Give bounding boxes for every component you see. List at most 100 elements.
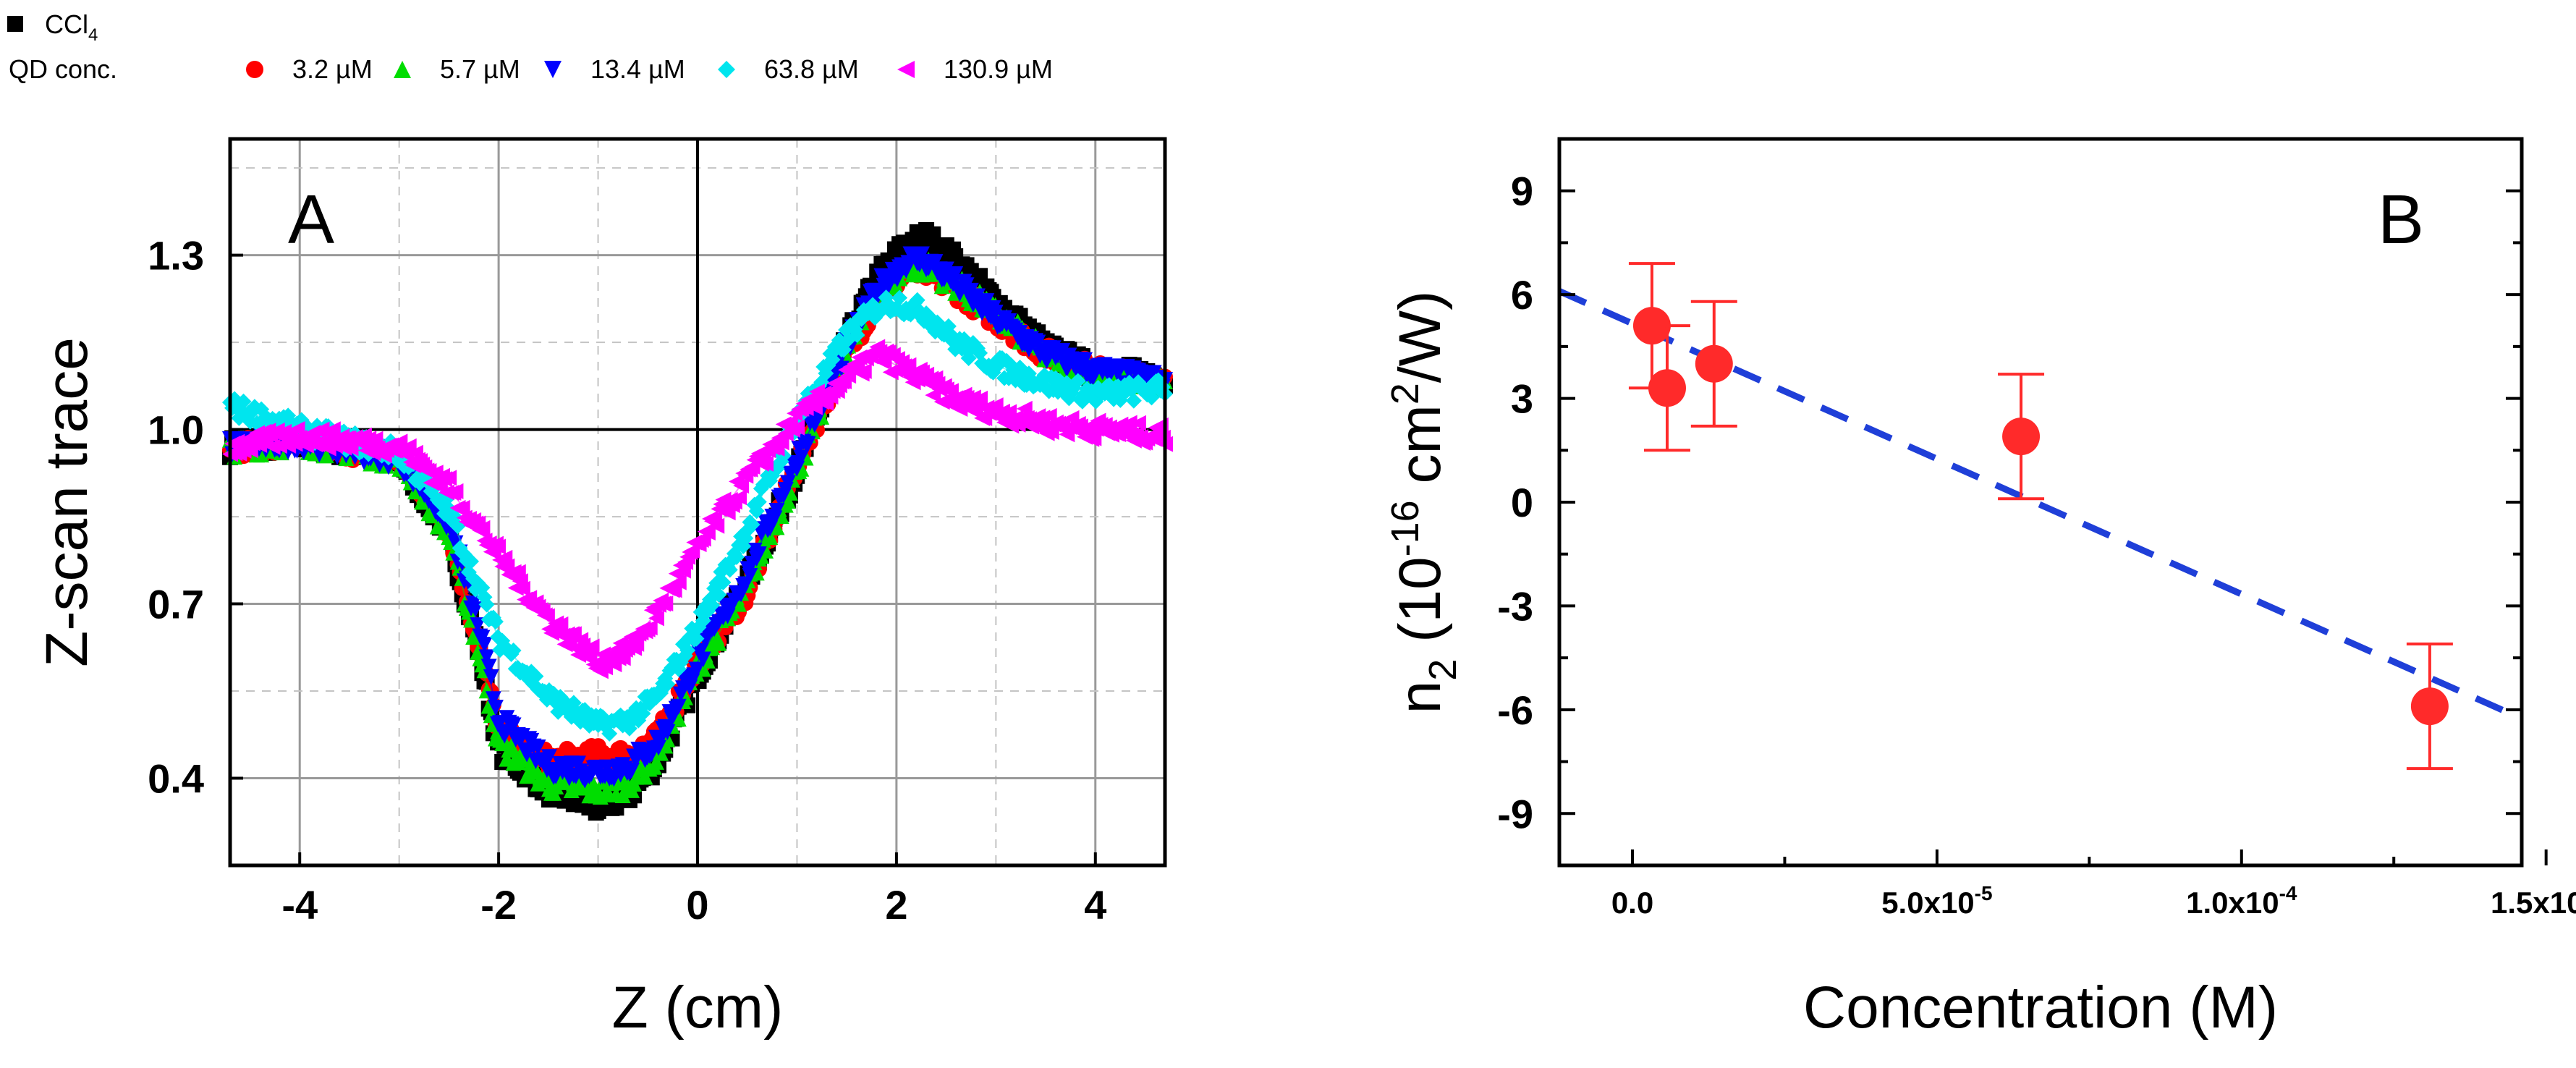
legend-label-c134: 13.4 µM (590, 54, 685, 84)
panel-b-ylabel: n2 (10-16 cm2/W) (1384, 291, 1465, 714)
data-point (773, 434, 789, 451)
data-point (891, 289, 908, 306)
data-point (851, 349, 868, 365)
data-point (1648, 369, 1686, 407)
data-point (704, 597, 721, 614)
data-point (2410, 687, 2449, 726)
data-point (762, 529, 779, 546)
data-point (670, 698, 687, 715)
data-point (779, 492, 796, 509)
x-tick-label: 4 (1084, 882, 1106, 928)
data-point (972, 344, 988, 361)
panel-b-data (1628, 262, 2453, 771)
legend-label-ccl4: CCl4 (45, 9, 98, 45)
data-point (913, 246, 930, 263)
panel-b-label: B (2378, 181, 2424, 258)
data-point (624, 762, 640, 779)
data-point (503, 738, 520, 755)
data-point (641, 619, 658, 636)
errorbar-point (1643, 324, 1690, 452)
panel-a-reference-lines (230, 139, 1165, 865)
legend-marker-c1309 (897, 61, 915, 78)
data-point (487, 700, 504, 716)
data-point (972, 390, 988, 407)
data-point (583, 638, 600, 655)
y-tick-label: -6 (1497, 687, 1533, 733)
data-point (758, 455, 774, 472)
data-point (474, 520, 491, 536)
legend-label-c57: 5.7 µM (440, 54, 520, 84)
data-point (628, 635, 645, 652)
data-point (528, 668, 544, 685)
data-point (1695, 344, 1733, 383)
data-point (699, 524, 716, 541)
data-point (1054, 343, 1071, 360)
panel-a-data (222, 221, 1173, 821)
panel-b-xlabel: Concentration (M) (1803, 975, 2278, 1041)
data-point (478, 596, 495, 613)
legend-title: QD conc. (9, 54, 117, 84)
data-point (367, 431, 384, 447)
fit-line (1558, 288, 2511, 716)
data-point (505, 717, 522, 734)
data-point (731, 489, 747, 506)
data-point (478, 649, 495, 666)
data-point (711, 586, 727, 603)
data-point (476, 637, 493, 653)
data-point (733, 478, 750, 494)
y-tick-label: 0.4 (148, 756, 204, 802)
data-point (806, 417, 823, 433)
panel-a-ticks: -4 -2 0 2 4 0.4 0.7 1.0 1.3 (148, 233, 1106, 928)
data-point (679, 642, 696, 658)
data-point (505, 642, 522, 658)
data-point (789, 419, 805, 436)
x-tick-label: -2 (480, 882, 517, 928)
x-tick-label: 1.5x10-4 (2491, 882, 2576, 920)
data-point (925, 226, 941, 242)
data-point (889, 271, 905, 287)
y-tick-label: 9 (1511, 169, 1533, 214)
data-point (688, 661, 705, 678)
data-point (670, 574, 687, 590)
panel-a-ylabel: Z-scan trace (34, 337, 100, 667)
data-point (704, 639, 721, 656)
data-point (485, 691, 501, 708)
data-point (447, 483, 464, 499)
series-c134 (222, 246, 1173, 789)
data-point (695, 651, 711, 668)
errorbar-point (1998, 373, 2045, 501)
data-point (1125, 392, 1142, 409)
data-point (441, 470, 457, 486)
data-point (651, 739, 667, 756)
data-point (768, 503, 785, 520)
data-point (1016, 400, 1033, 417)
data-point (235, 393, 252, 410)
data-point (744, 517, 760, 533)
data-point (800, 436, 816, 452)
data-point (659, 676, 676, 692)
panel-a: -4 -2 0 2 4 0.4 0.7 1.0 1.3 A Z (cm) Z-scan trac… (34, 137, 1173, 1041)
data-point (708, 517, 725, 534)
data-point (750, 493, 767, 510)
legend-marker-ccl4 (7, 16, 23, 32)
data-point (659, 724, 676, 740)
y-tick-label: 6 (1511, 272, 1533, 318)
data-point (2002, 418, 2041, 456)
data-point (1085, 430, 1102, 446)
legend-label-c1309: 130.9 µM (944, 54, 1053, 84)
data-point (538, 608, 555, 624)
errorbar-point (1690, 300, 1737, 428)
legend-marker-c134 (544, 61, 562, 78)
data-point (789, 460, 805, 477)
data-point (490, 538, 507, 555)
data-point (715, 574, 732, 590)
data-point (1012, 360, 1028, 376)
x-tick-label: -4 (281, 882, 318, 928)
data-point (1012, 324, 1028, 341)
data-point (1069, 373, 1086, 389)
data-point (509, 564, 526, 580)
x-tick-label: 0 (686, 882, 708, 928)
series-c1309 (222, 339, 1173, 679)
